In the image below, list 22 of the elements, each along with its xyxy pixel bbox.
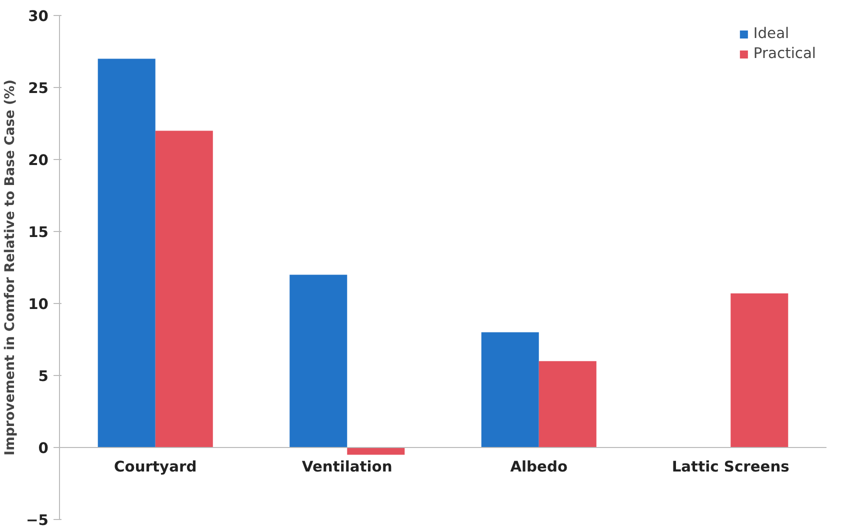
- x-tick-label: Albedo: [510, 458, 568, 476]
- y-tick-label: 30: [28, 8, 49, 25]
- bar: [290, 274, 348, 448]
- x-tick-label: Lattic Screens: [672, 458, 790, 476]
- y-tick-label: 25: [28, 80, 49, 97]
- y-tick-label: 0: [38, 440, 49, 457]
- y-axis-title: Improvement in Comfor Relative to Base Case (%): [3, 79, 18, 456]
- y-tick-label: 20: [28, 152, 49, 169]
- y-tick-label: −5: [26, 512, 49, 529]
- y-tick-label: 15: [28, 224, 49, 241]
- x-tick-label: Ventilation: [302, 458, 392, 476]
- bar: [481, 332, 539, 448]
- bar: [730, 293, 788, 448]
- bar: [98, 58, 156, 448]
- bar: [155, 130, 213, 448]
- y-tick-label: 5: [38, 368, 49, 385]
- bar: [538, 361, 596, 448]
- bar: [347, 448, 405, 455]
- y-tick-label: 10: [28, 296, 49, 313]
- x-tick-label: Courtyard: [114, 458, 197, 476]
- legend-label: Practical: [753, 45, 816, 62]
- legend-label: Ideal: [753, 25, 790, 42]
